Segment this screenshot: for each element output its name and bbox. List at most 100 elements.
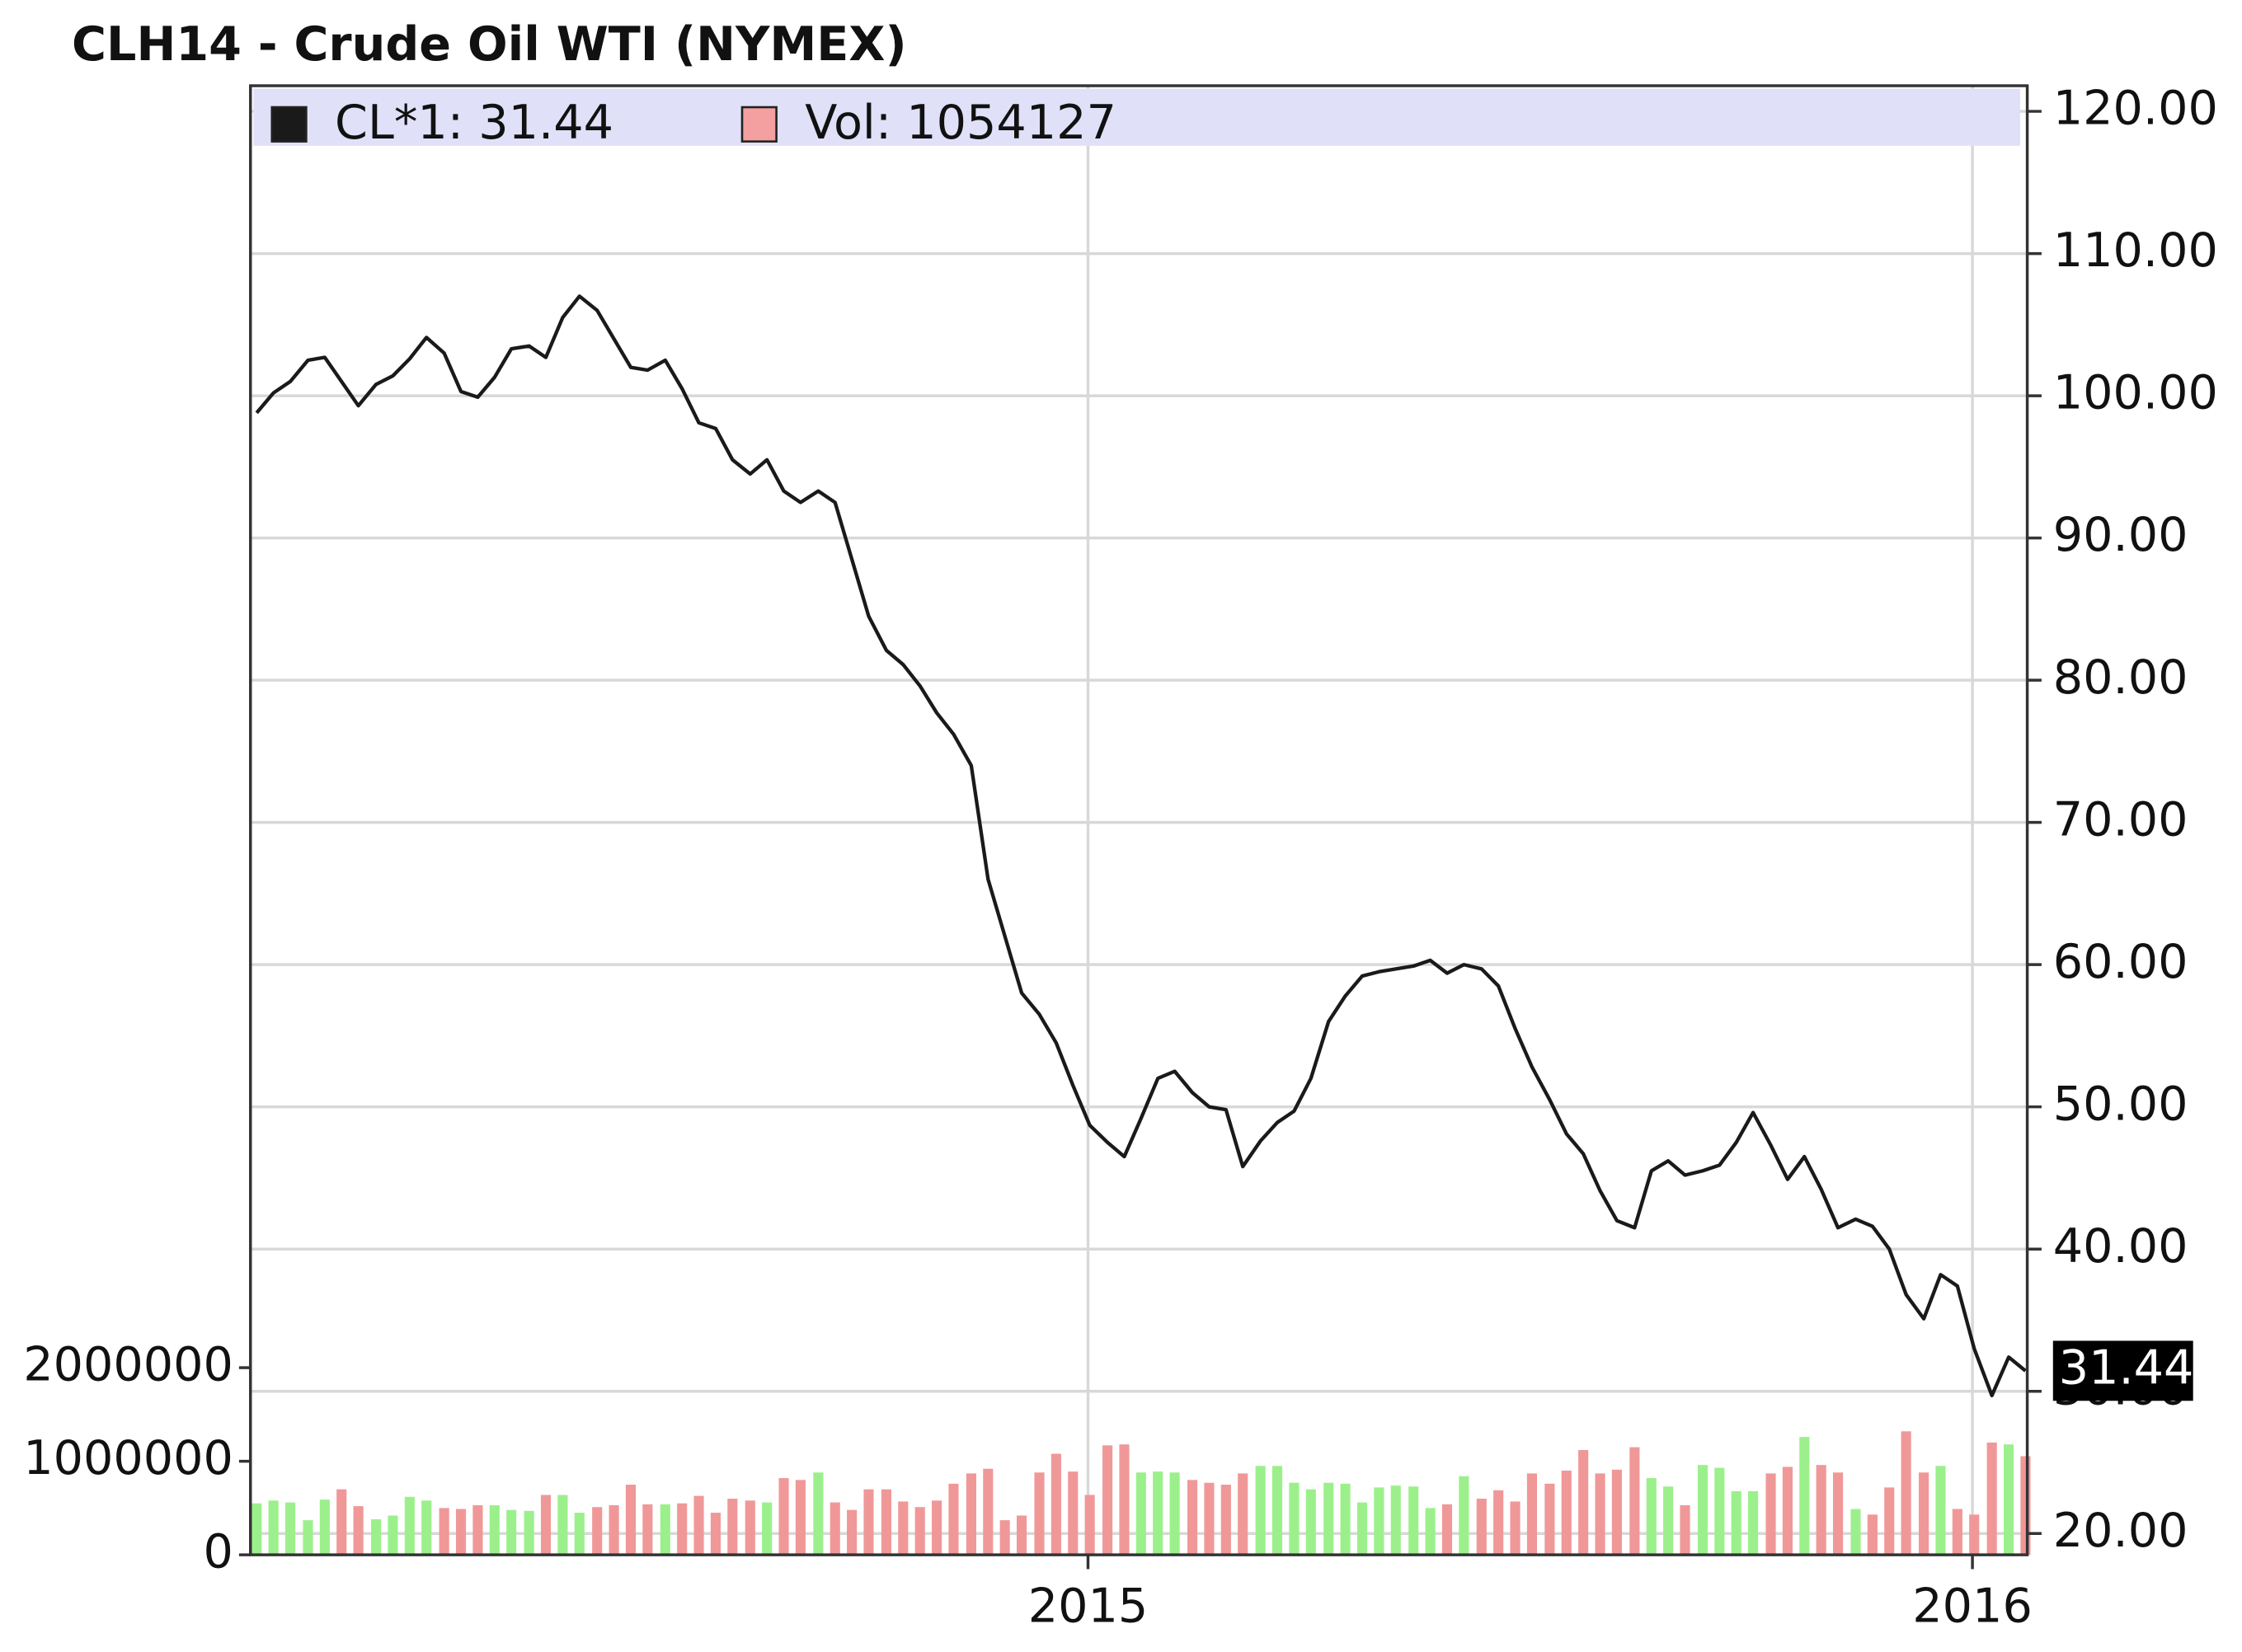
volume-bar [489,1504,500,1556]
volume-bar [370,1518,382,1556]
volume-bar [898,1501,909,1556]
legend-label: CL*1: 31.44 [335,96,613,150]
volume-bar [966,1473,976,1556]
volume-bar [1119,1444,1130,1556]
volume-bar [999,1520,1010,1556]
volume-bar [1850,1509,1861,1556]
volume-bar [1526,1473,1538,1556]
volume-bar [1084,1495,1095,1556]
volume-bar [1561,1470,1572,1556]
volume-bar [677,1503,688,1556]
y-tick-label: 120.00 [2053,82,2218,136]
volume-bars [251,1431,2031,1556]
volume-bar [1952,1509,1962,1556]
volume-bar [251,1503,262,1556]
volume-bar [1459,1476,1469,1556]
volume-bar [1034,1472,1045,1556]
last-value-box [2052,1340,2193,1401]
volume-bar [1919,1472,1929,1556]
volume-bar [1748,1490,1759,1556]
x-tick-label: 2016 [1912,1579,2033,1634]
price-line [255,294,2027,1398]
y-tick-label: 90.00 [2053,508,2188,562]
volume-bar [948,1483,959,1556]
volume-bar [1476,1499,1487,1556]
y-tick-label: 110.00 [2053,223,2218,278]
volume-bar [1016,1515,1027,1556]
volume-bar [1578,1449,1589,1556]
y2-tick-label: 2000000 [23,1338,233,1392]
volume-bar [455,1509,467,1556]
volume-bar [693,1495,704,1556]
volume-bar [1204,1482,1215,1556]
y-tick-label: 20.00 [2053,1504,2188,1558]
chart-title: CLH14 - Crude Oil WTI (NYMEX) [72,17,907,72]
volume-bar [557,1495,568,1556]
volume-bar [1323,1482,1334,1556]
volume-bar [1782,1467,1793,1556]
volume-bar [660,1504,670,1556]
y-tick-label: 100.00 [2053,366,2218,420]
volume-bar [404,1496,415,1556]
legend-label: Vol: 1054127 [805,96,1116,150]
volume-bar [1867,1514,1878,1556]
volume-bar [1901,1431,1911,1556]
volume-bar [2020,1456,2031,1556]
volume-bar [1238,1473,1248,1556]
legend: CL*1: 31.44 Vol: 1054127 [253,88,2020,150]
volume-bar [268,1500,279,1556]
volume-bar [540,1495,552,1556]
volume-bar [1697,1465,1709,1556]
volume-bar [303,1520,313,1556]
volume-bar [1884,1487,1895,1556]
volume-bar [1799,1437,1810,1556]
volume-bar [1544,1483,1555,1556]
volume-bar [592,1507,603,1556]
volume-bar [353,1506,364,1556]
y2-tick-label: 1000000 [23,1431,233,1485]
y-tick-label: 80.00 [2053,650,2188,705]
volume-bar [1169,1472,1180,1556]
volume-bar [625,1484,637,1556]
volume-bar [1629,1447,1640,1556]
volume-bar [1340,1483,1351,1556]
volume-bar [388,1515,398,1556]
last-value-label: 31.44 [2059,1341,2194,1396]
volume-bar [1986,1442,1997,1556]
volume-bar [1510,1501,1521,1556]
volume-bar [506,1509,517,1556]
y-tick-label: 70.00 [2053,792,2188,847]
volume-bar [439,1508,449,1556]
volume-bar [1255,1466,1266,1556]
volume-bar [421,1500,432,1556]
volume-bar [2003,1444,2014,1556]
volume-bar [1390,1485,1401,1556]
volume-bar [778,1478,789,1556]
volume-bar [1816,1465,1826,1556]
axes: 20.0030.0040.0050.0060.0070.0080.0090.00… [23,82,2218,1634]
volume-bar [1271,1466,1283,1556]
plot-frame [249,84,2029,1556]
volume-bar [1220,1484,1231,1556]
volume-bar [1731,1490,1741,1556]
volume-bar [284,1502,296,1556]
volume-bar [1832,1472,1844,1556]
volume-bar [1374,1487,1384,1556]
y-tick-label: 50.00 [2053,1077,2188,1131]
volume-bar [319,1499,330,1556]
volume-bar [1935,1466,1946,1556]
volume-bar [1714,1467,1725,1556]
volume-bar [847,1509,858,1556]
volume-bar [1289,1482,1300,1556]
y-tick-label: 40.00 [2053,1219,2188,1274]
volume-bar [1050,1453,1061,1556]
volume-bar [1356,1502,1368,1556]
volume-bar [762,1502,773,1556]
volume-bar [1493,1490,1504,1556]
volume-bar [710,1513,721,1556]
volume-bar [914,1507,925,1556]
volume-bar [1765,1473,1776,1556]
